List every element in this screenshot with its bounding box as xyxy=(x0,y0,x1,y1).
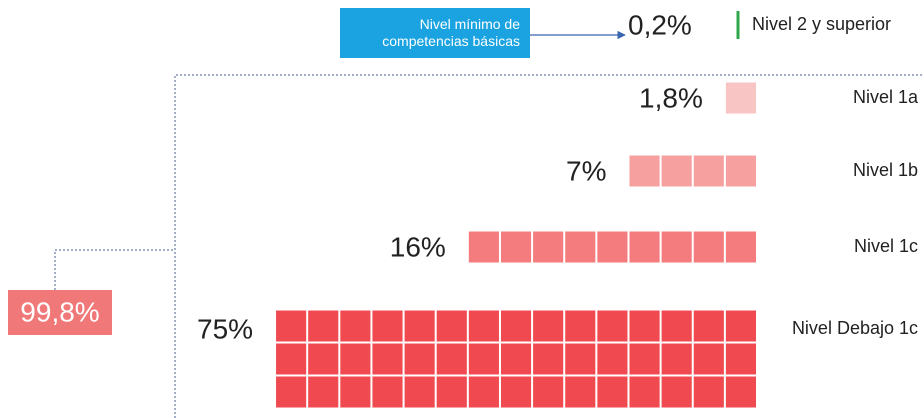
unit-square xyxy=(340,376,371,408)
annotation-box xyxy=(340,8,530,58)
unit-square xyxy=(597,231,628,263)
unit-square xyxy=(404,343,435,375)
unit-square xyxy=(436,376,467,408)
unit-square xyxy=(661,343,692,375)
annotation-wrap: Nivel mínimo de competencias básicas xyxy=(382,16,520,49)
category-label: Nivel Debajo 1c xyxy=(792,318,918,338)
unit-square xyxy=(436,343,467,375)
unit-square xyxy=(661,155,692,187)
unit-square xyxy=(629,231,660,263)
unit-square xyxy=(500,310,532,342)
unit-square xyxy=(404,310,435,342)
unit-square xyxy=(308,376,339,408)
unit-square xyxy=(629,376,660,408)
unit-square xyxy=(661,310,692,342)
unit-square xyxy=(693,231,724,263)
unit-square xyxy=(629,155,660,187)
waffle-group xyxy=(468,231,756,263)
value-label: 0,2% xyxy=(628,9,692,40)
unit-square xyxy=(693,376,724,408)
unit-square xyxy=(725,343,756,375)
unit-square xyxy=(340,343,371,375)
category-label: Nivel 1b xyxy=(853,160,918,180)
unit-square xyxy=(340,310,371,342)
unit-square xyxy=(372,310,403,342)
waffle-group xyxy=(629,155,756,187)
unit-square xyxy=(661,376,692,408)
category-label: Nivel 2 y superior xyxy=(752,14,891,34)
unit-square xyxy=(468,231,499,263)
total-box xyxy=(8,290,112,335)
unit-square xyxy=(372,376,403,408)
unit-square xyxy=(565,310,596,342)
unit-square xyxy=(629,310,660,342)
unit-square xyxy=(533,343,564,375)
unit-square xyxy=(404,376,435,408)
unit-square xyxy=(533,376,564,408)
unit-square xyxy=(308,310,339,342)
value-label: 7% xyxy=(566,155,606,186)
unit-square xyxy=(372,343,403,375)
value-label: 16% xyxy=(390,231,446,262)
value-label: 1,8% xyxy=(639,82,703,113)
unit-square xyxy=(693,343,724,375)
category-label: Nivel 1c xyxy=(854,236,918,256)
unit-square xyxy=(725,155,756,187)
category-label: Nivel 1a xyxy=(853,87,919,107)
unit-square xyxy=(693,155,724,187)
unit-square xyxy=(725,231,756,263)
bracket-link xyxy=(54,249,175,290)
waffle-group xyxy=(276,310,756,408)
total-label: 99,8% xyxy=(20,296,99,327)
unit-square xyxy=(276,310,307,342)
unit-square xyxy=(597,376,628,408)
unit-square xyxy=(693,310,724,342)
annotation: Nivel mínimo de competencias básicas xyxy=(382,16,520,49)
unit-square xyxy=(468,343,499,375)
unit-square xyxy=(500,343,532,375)
unit-square xyxy=(533,231,564,263)
unit-square xyxy=(308,343,339,375)
unit-square xyxy=(500,376,532,408)
unit-square xyxy=(629,343,660,375)
unit-square xyxy=(725,310,756,342)
unit-square xyxy=(597,310,628,342)
unit-square xyxy=(597,343,628,375)
unit-square xyxy=(468,310,499,342)
unit-square xyxy=(725,376,756,408)
unit-square xyxy=(565,376,596,408)
unit-square xyxy=(565,231,596,263)
unit-square xyxy=(533,310,564,342)
unit-square xyxy=(436,310,467,342)
unit-square xyxy=(725,82,756,114)
waffle-group xyxy=(725,82,756,114)
unit-square xyxy=(468,376,499,408)
unit-square xyxy=(276,376,307,408)
value-label: 75% xyxy=(197,313,253,344)
unit-square xyxy=(661,231,692,263)
unit-square xyxy=(565,343,596,375)
unit-square xyxy=(276,343,307,375)
unit-square xyxy=(500,231,532,263)
